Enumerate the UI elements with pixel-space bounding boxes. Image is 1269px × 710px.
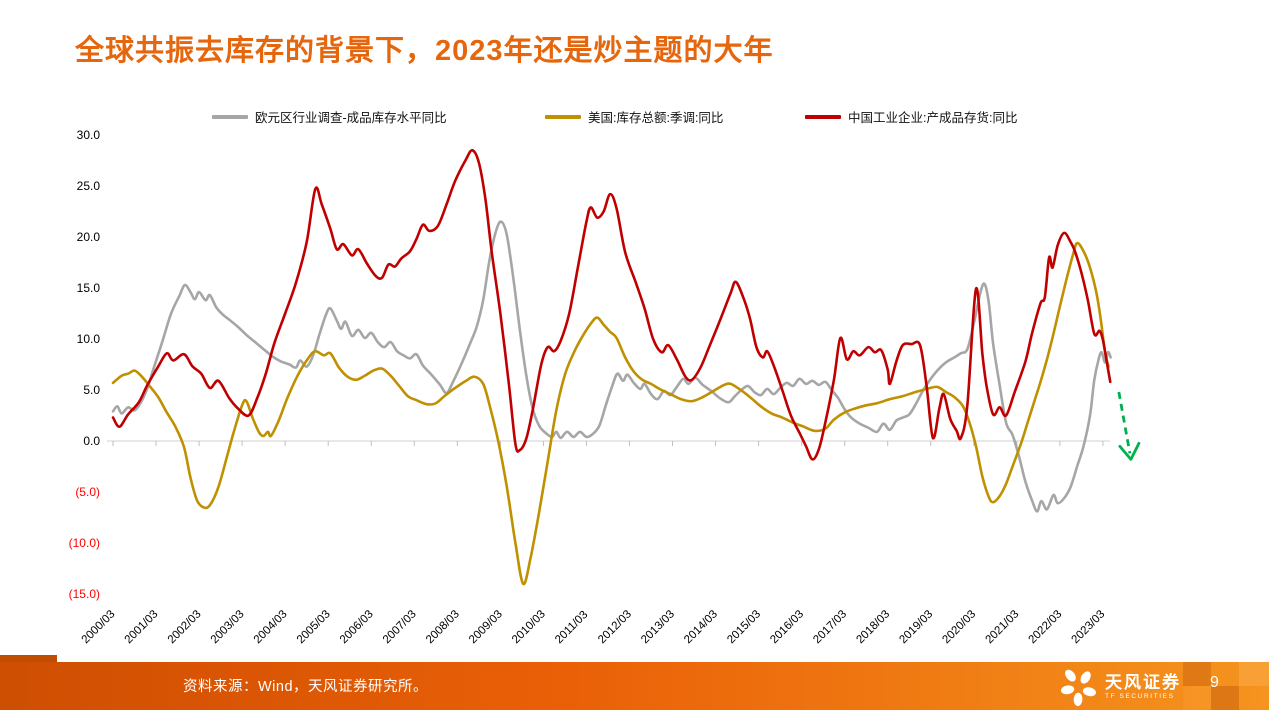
svg-text:10.0: 10.0 — [77, 332, 101, 346]
svg-text:2009/03: 2009/03 — [467, 608, 505, 646]
svg-text:0.0: 0.0 — [83, 434, 100, 448]
svg-text:2020/03: 2020/03 — [940, 608, 978, 646]
brand-logo-group: 天风证券 TF SECURITIES — [1060, 667, 1181, 707]
svg-text:(5.0): (5.0) — [75, 485, 100, 499]
svg-text:30.0: 30.0 — [77, 128, 101, 142]
svg-text:2017/03: 2017/03 — [811, 608, 849, 646]
footer-bar: 资料来源：Wind，天风证券研究所。 天风证券 TF SECURITIES 9 — [0, 655, 1269, 710]
svg-text:2002/03: 2002/03 — [166, 608, 204, 646]
tf-securities-logo-icon — [1060, 669, 1097, 706]
legend-label-us: 美国:库存总额:季调:同比 — [588, 111, 724, 125]
legend-item-eurozone: 欧元区行业调查-成品库存水平同比 — [212, 107, 447, 126]
brand-subtitle: TF SECURITIES — [1105, 692, 1175, 700]
svg-text:2007/03: 2007/03 — [381, 608, 419, 646]
svg-text:2018/03: 2018/03 — [854, 608, 892, 646]
legend-swatch-china — [805, 114, 841, 119]
svg-text:25.0: 25.0 — [77, 179, 101, 193]
svg-text:2019/03: 2019/03 — [897, 608, 935, 646]
svg-text:2008/03: 2008/03 — [424, 608, 462, 646]
svg-text:(10.0): (10.0) — [69, 536, 100, 550]
page-number: 9 — [1210, 674, 1219, 691]
brand-name: 天风证券 — [1105, 672, 1181, 692]
svg-text:2004/03: 2004/03 — [252, 608, 290, 646]
legend-swatch-eurozone — [212, 114, 248, 119]
svg-text:2006/03: 2006/03 — [338, 608, 376, 646]
svg-text:2015/03: 2015/03 — [725, 608, 763, 646]
svg-text:2016/03: 2016/03 — [768, 608, 806, 646]
svg-text:2000/03: 2000/03 — [80, 608, 118, 646]
svg-text:2005/03: 2005/03 — [295, 608, 333, 646]
svg-text:2023/03: 2023/03 — [1070, 608, 1108, 646]
svg-text:2014/03: 2014/03 — [682, 608, 720, 646]
inventory-cycles-line-chart: 2000/03 2001/03 2002/03 2003/03 2004/03 2005/… — [69, 128, 1141, 646]
footer-corner-accent — [0, 655, 57, 662]
footer-decor-squares — [1180, 662, 1269, 710]
svg-text:2001/03: 2001/03 — [123, 608, 161, 646]
page-title: 全球共振去库存的背景下，2023年还是炒主题的大年 — [75, 35, 774, 67]
svg-text:20.0: 20.0 — [77, 230, 101, 244]
svg-text:2011/03: 2011/03 — [553, 609, 590, 646]
legend-label-eurozone: 欧元区行业调查-成品库存水平同比 — [255, 111, 447, 125]
source-text: 资料来源：Wind，天风证券研究所。 — [183, 679, 429, 695]
legend-label-china: 中国工业企业:产成品存货:同比 — [848, 111, 1018, 125]
legend-item-china: 中国工业企业:产成品存货:同比 — [805, 107, 1017, 126]
svg-text:5.0: 5.0 — [83, 383, 100, 397]
svg-text:2012/03: 2012/03 — [596, 608, 634, 646]
svg-text:2010/03: 2010/03 — [510, 608, 548, 646]
svg-text:15.0: 15.0 — [77, 281, 101, 295]
legend-swatch-us — [545, 114, 581, 119]
svg-text:2013/03: 2013/03 — [639, 608, 677, 646]
svg-text:(15.0): (15.0) — [69, 587, 100, 601]
svg-text:2021/03: 2021/03 — [983, 608, 1021, 646]
legend-item-us: 美国:库存总额:季调:同比 — [545, 107, 723, 126]
svg-text:2022/03: 2022/03 — [1027, 608, 1065, 646]
svg-text:2003/03: 2003/03 — [209, 608, 247, 646]
